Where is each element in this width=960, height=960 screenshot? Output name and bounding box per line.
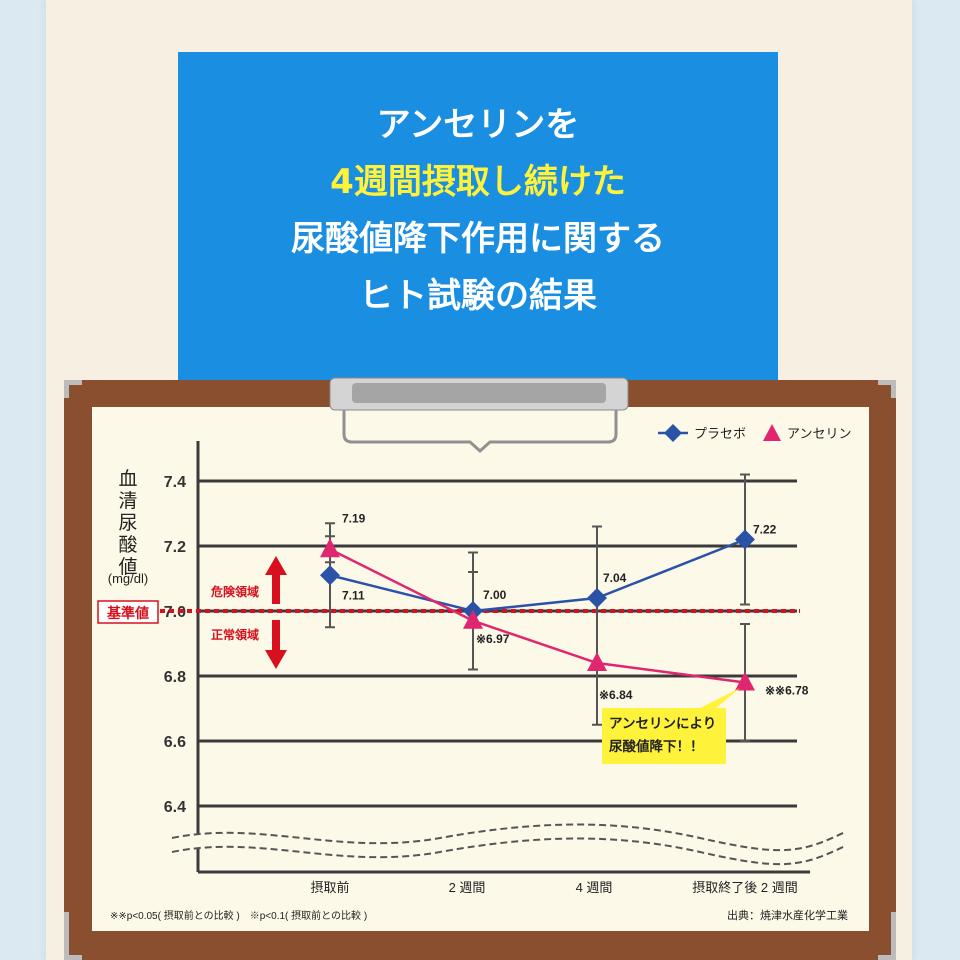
legend-placebo-marker (664, 424, 682, 442)
x-category-label: 4 週間 (576, 880, 613, 895)
placebo-line (329, 538, 746, 613)
y-tick-label: 6.4 (164, 799, 186, 816)
axis-break-fill (172, 824, 845, 858)
legend-anserine-label: アンセリン (787, 426, 851, 441)
anserine-point (320, 538, 340, 558)
clipboard-clip (329, 377, 629, 454)
y-axis-title-char: 値 (118, 556, 137, 578)
normal-arrow (265, 620, 287, 669)
placebo-data-label: 7.00 (483, 588, 507, 602)
anserine-line (329, 548, 746, 684)
anserine-data-label: ※※6.78 (765, 684, 809, 698)
x-category-label: 2 週間 (449, 880, 486, 895)
anserine-point (735, 671, 755, 691)
placebo-point (735, 529, 755, 550)
anserine-data-label: ※6.97 (476, 632, 510, 646)
legend-anserine-marker (763, 424, 781, 441)
banner-line-1: アンセリンを (376, 105, 580, 145)
reference-label-box (97, 600, 159, 624)
y-tick-label: 7.2 (164, 539, 186, 556)
placebo-data-label: 7.22 (753, 523, 777, 537)
title-banner: アンセリンを 4週間摂取し続けた 尿酸値降下作用に関する ヒト試験の結果 (178, 52, 778, 382)
anserine-data-label: 7.19 (342, 511, 366, 525)
anserine-point (587, 652, 607, 671)
banner-line-3: 尿酸値降下作用に関する (291, 219, 665, 259)
callout-box (602, 688, 740, 764)
anserine-point (463, 609, 483, 629)
callout-line-1: アンセリンにより (609, 716, 716, 731)
placebo-data-label: 7.11 (342, 588, 365, 602)
y-tick-label: 6.6 (164, 734, 186, 751)
y-tick-label: 7.0 (164, 604, 186, 621)
callout-line-2: 尿酸値降下！！ (609, 738, 704, 754)
banner-line-4: ヒト試験の結果 (359, 276, 597, 316)
anserine-data-label: ※6.84 (599, 688, 633, 702)
y-axis-unit: (mg/dl) (108, 571, 148, 586)
danger-arrow (265, 556, 287, 604)
normal-zone-label: 正常領域 (211, 627, 259, 642)
legend-placebo-label: プラセボ (694, 426, 746, 441)
reference-label: 基準値 (107, 605, 149, 621)
y-axis-title-char: 血 (118, 468, 137, 490)
placebo-point (587, 588, 607, 608)
y-axis-title-char: 酸 (118, 534, 137, 556)
x-category-label: 摂取終了後 2 週間 (692, 880, 797, 895)
y-tick-label: 7.4 (164, 474, 186, 491)
source-credit: 出典：焼津水産化学工業 (727, 908, 848, 922)
placebo-point (320, 565, 340, 586)
y-tick-label: 6.8 (164, 669, 186, 686)
banner-line-2: 4週間摂取し続けた (330, 162, 626, 202)
board-corner-brackets (64, 380, 896, 960)
footnote-significance: ※※p<0.05( 摂取前との比較 ) ※p<0.1( 摂取前との比較 ) (110, 909, 367, 922)
x-category-label: 摂取前 (310, 880, 349, 895)
y-axis-title-char: 清 (118, 490, 137, 512)
y-axis-title-char: 尿 (118, 513, 137, 534)
axis-break-line (171, 837, 846, 866)
axis-break-line (171, 823, 846, 852)
danger-zone-label: 危険領域 (210, 584, 259, 599)
placebo-data-label: 7.04 (603, 571, 627, 585)
